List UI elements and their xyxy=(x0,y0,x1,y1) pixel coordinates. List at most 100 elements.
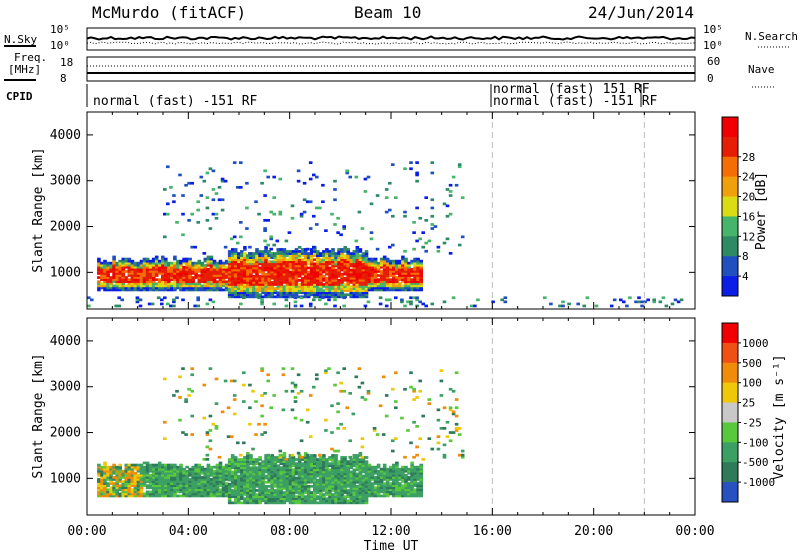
echo-cell xyxy=(303,295,308,299)
echo-cell xyxy=(200,276,205,279)
echo-cell xyxy=(404,286,408,290)
echo-cell xyxy=(167,278,171,281)
echo-cell xyxy=(142,492,147,496)
echo-cell xyxy=(161,476,165,479)
echo-cell xyxy=(395,482,399,485)
echo-cell xyxy=(227,499,232,503)
echo-cell xyxy=(208,429,213,432)
echo-cell xyxy=(361,285,366,288)
echo-cell xyxy=(121,259,126,263)
echo-cell xyxy=(325,250,329,253)
echo-cell xyxy=(382,272,387,275)
echo-cell xyxy=(294,487,299,490)
echo-cell xyxy=(255,495,259,498)
echo-cell xyxy=(416,270,420,273)
echo-cell xyxy=(415,179,419,183)
echo-cell xyxy=(157,463,162,467)
echo-cell xyxy=(273,480,278,484)
echo-cell xyxy=(300,468,305,472)
echo-cell xyxy=(346,287,350,290)
echo-cell xyxy=(294,270,299,274)
echo-cell xyxy=(263,219,267,222)
echo-cell xyxy=(299,455,304,459)
echo-cell xyxy=(154,286,159,290)
echo-cell xyxy=(246,480,250,484)
echo-cell xyxy=(272,212,276,216)
echo-cell xyxy=(209,268,214,271)
echo-cell xyxy=(389,474,393,477)
echo-cell xyxy=(179,288,183,292)
echo-cell xyxy=(416,467,420,471)
echo-cell xyxy=(151,276,156,279)
echo-cell xyxy=(100,274,104,277)
echo-cell xyxy=(139,270,144,273)
echo-cell xyxy=(233,474,238,478)
echo-cell xyxy=(313,478,317,482)
echo-cell xyxy=(403,387,407,391)
echo-cell xyxy=(112,274,116,277)
echo-cell xyxy=(367,286,372,290)
echo-cell xyxy=(319,264,323,268)
echo-cell xyxy=(255,501,259,505)
echo-cell xyxy=(106,469,110,473)
echo-cell xyxy=(309,493,314,496)
velocity-echo-cells xyxy=(97,367,465,505)
echo-cell xyxy=(157,265,162,269)
echo-cell xyxy=(179,259,183,263)
echo-cell xyxy=(145,467,150,471)
echo-cell xyxy=(106,488,110,492)
echo-cell xyxy=(392,474,396,477)
echo-cell xyxy=(333,223,337,226)
echo-cell xyxy=(361,287,366,290)
echo-cell xyxy=(115,261,119,265)
echo-cell xyxy=(260,433,264,436)
echo-cell xyxy=(103,494,107,498)
echo-cell xyxy=(370,276,375,279)
echo-cell xyxy=(303,487,308,490)
echo-cell xyxy=(167,270,171,273)
echo-cell xyxy=(263,392,267,395)
echo-cell xyxy=(154,467,159,471)
echo-cell xyxy=(297,491,302,494)
echo-cell xyxy=(309,468,314,472)
echo-cell xyxy=(264,264,268,268)
echo-cell xyxy=(294,499,299,503)
echo-cell xyxy=(227,462,232,465)
echo-cell xyxy=(264,283,268,286)
echo-cell xyxy=(296,169,301,173)
echo-cell xyxy=(240,460,244,463)
echo-cell xyxy=(282,497,287,501)
echo-cell xyxy=(360,445,365,449)
echo-cell xyxy=(322,499,326,503)
echo-cell xyxy=(297,279,302,282)
echo-cell xyxy=(154,288,159,292)
echo-cell xyxy=(255,287,259,290)
echo-cell xyxy=(237,295,241,299)
echo-cell xyxy=(237,487,241,490)
echo-cell xyxy=(260,300,264,304)
echo-cell xyxy=(261,472,265,476)
echo-cell xyxy=(349,285,354,288)
echo-cell xyxy=(288,470,293,474)
echo-cell xyxy=(135,300,140,304)
echo-cell xyxy=(352,279,357,282)
echo-cell xyxy=(392,490,396,494)
echo-cell xyxy=(276,458,281,461)
echo-cell xyxy=(206,259,211,263)
echo-cell xyxy=(328,285,332,288)
echo-cell xyxy=(267,501,271,505)
echo-cell xyxy=(325,293,329,297)
echo-cell xyxy=(252,497,256,501)
echo-cell xyxy=(258,501,262,505)
echo-cell xyxy=(243,462,247,465)
echo-cell xyxy=(209,255,214,259)
echo-cell xyxy=(176,263,180,267)
echo-cell xyxy=(355,472,360,476)
echo-cell xyxy=(237,495,241,498)
echo-cell xyxy=(306,487,311,490)
echo-cell xyxy=(157,482,162,485)
echo-cell xyxy=(206,486,211,490)
echo-cell xyxy=(179,284,183,288)
echo-cell xyxy=(364,497,369,501)
echo-cell xyxy=(334,291,338,295)
